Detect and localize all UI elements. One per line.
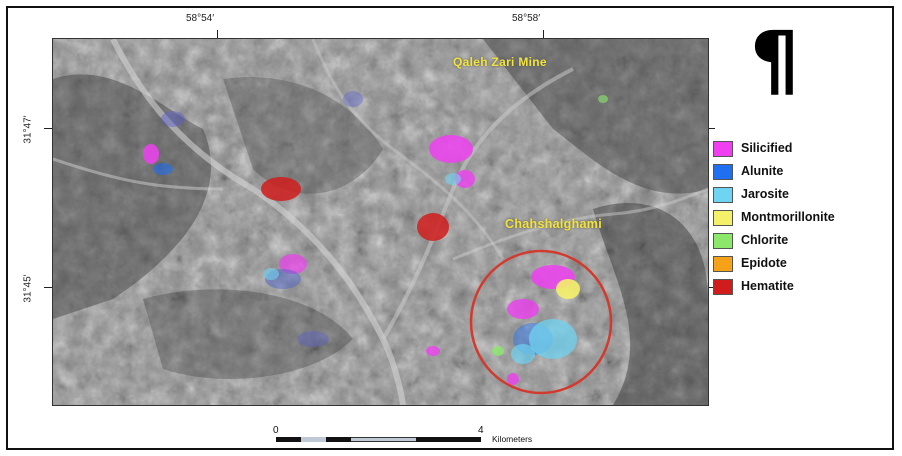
montmorillonite-zones xyxy=(556,279,580,299)
legend-label: Silicified xyxy=(741,141,793,155)
map-imagery xyxy=(53,39,708,405)
left-coordinate-label-2: 31°45′ xyxy=(22,274,34,303)
legend-item-jarosite: Jarosite xyxy=(711,184,899,206)
place-label-chahshalghami: Chahshalghami xyxy=(505,217,602,231)
scale-end-label: 4 xyxy=(478,425,484,436)
scale-unit-label: Kilometers xyxy=(492,434,533,444)
satellite-map[interactable]: Qaleh Zari Mine Chahshalghami xyxy=(52,38,709,406)
legend-swatch xyxy=(713,187,733,203)
hematite-zones xyxy=(261,177,449,241)
legend-item-alunite: Alunite xyxy=(711,161,899,183)
right-tick-2 xyxy=(707,287,715,288)
top-tick-2 xyxy=(543,30,544,38)
legend-item-silicified: Silicified xyxy=(711,138,899,160)
legend-swatch xyxy=(713,233,733,249)
top-coordinate-label-1: 58°54′ xyxy=(186,13,215,24)
legend-swatch xyxy=(713,256,733,272)
legend-label: Chlorite xyxy=(741,233,789,247)
top-tick-1 xyxy=(217,30,218,38)
silicified-zones xyxy=(143,135,575,385)
place-label-qaleh-zari-mine: Qaleh Zari Mine xyxy=(453,55,547,69)
left-tick-1 xyxy=(44,128,52,129)
legend-item-montmorillonite: Montmorillonite xyxy=(711,207,899,229)
left-coordinate-label-1: 31°47′ xyxy=(22,115,34,144)
pilcrow-symbol: ¶ xyxy=(750,16,800,106)
scale-start-label: 0 xyxy=(273,425,279,436)
top-coordinate-label-2: 58°58′ xyxy=(512,13,541,24)
scale-segments xyxy=(276,437,481,442)
legend-label: Hematite xyxy=(741,279,794,293)
legend-item-chlorite: Chlorite xyxy=(711,230,899,252)
scale-bar: 0 4 Kilometers xyxy=(270,425,532,447)
legend-item-epidote: Epidote xyxy=(711,253,899,275)
right-tick-1 xyxy=(707,128,715,129)
legend-label: Alunite xyxy=(741,164,784,178)
legend-label: Epidote xyxy=(741,256,787,270)
highlight-circle xyxy=(469,249,613,395)
legend-swatch xyxy=(713,279,733,295)
legend-swatch xyxy=(713,164,733,180)
legend-label: Jarosite xyxy=(741,187,789,201)
legend-label: Montmorillonite xyxy=(741,210,835,224)
legend-swatch xyxy=(713,210,733,226)
left-tick-2 xyxy=(44,287,52,288)
legend-item-hematite: Hematite xyxy=(711,276,899,298)
legend-swatch xyxy=(713,141,733,157)
chlorite-zones xyxy=(492,95,608,356)
jarosite-zones xyxy=(263,173,577,364)
